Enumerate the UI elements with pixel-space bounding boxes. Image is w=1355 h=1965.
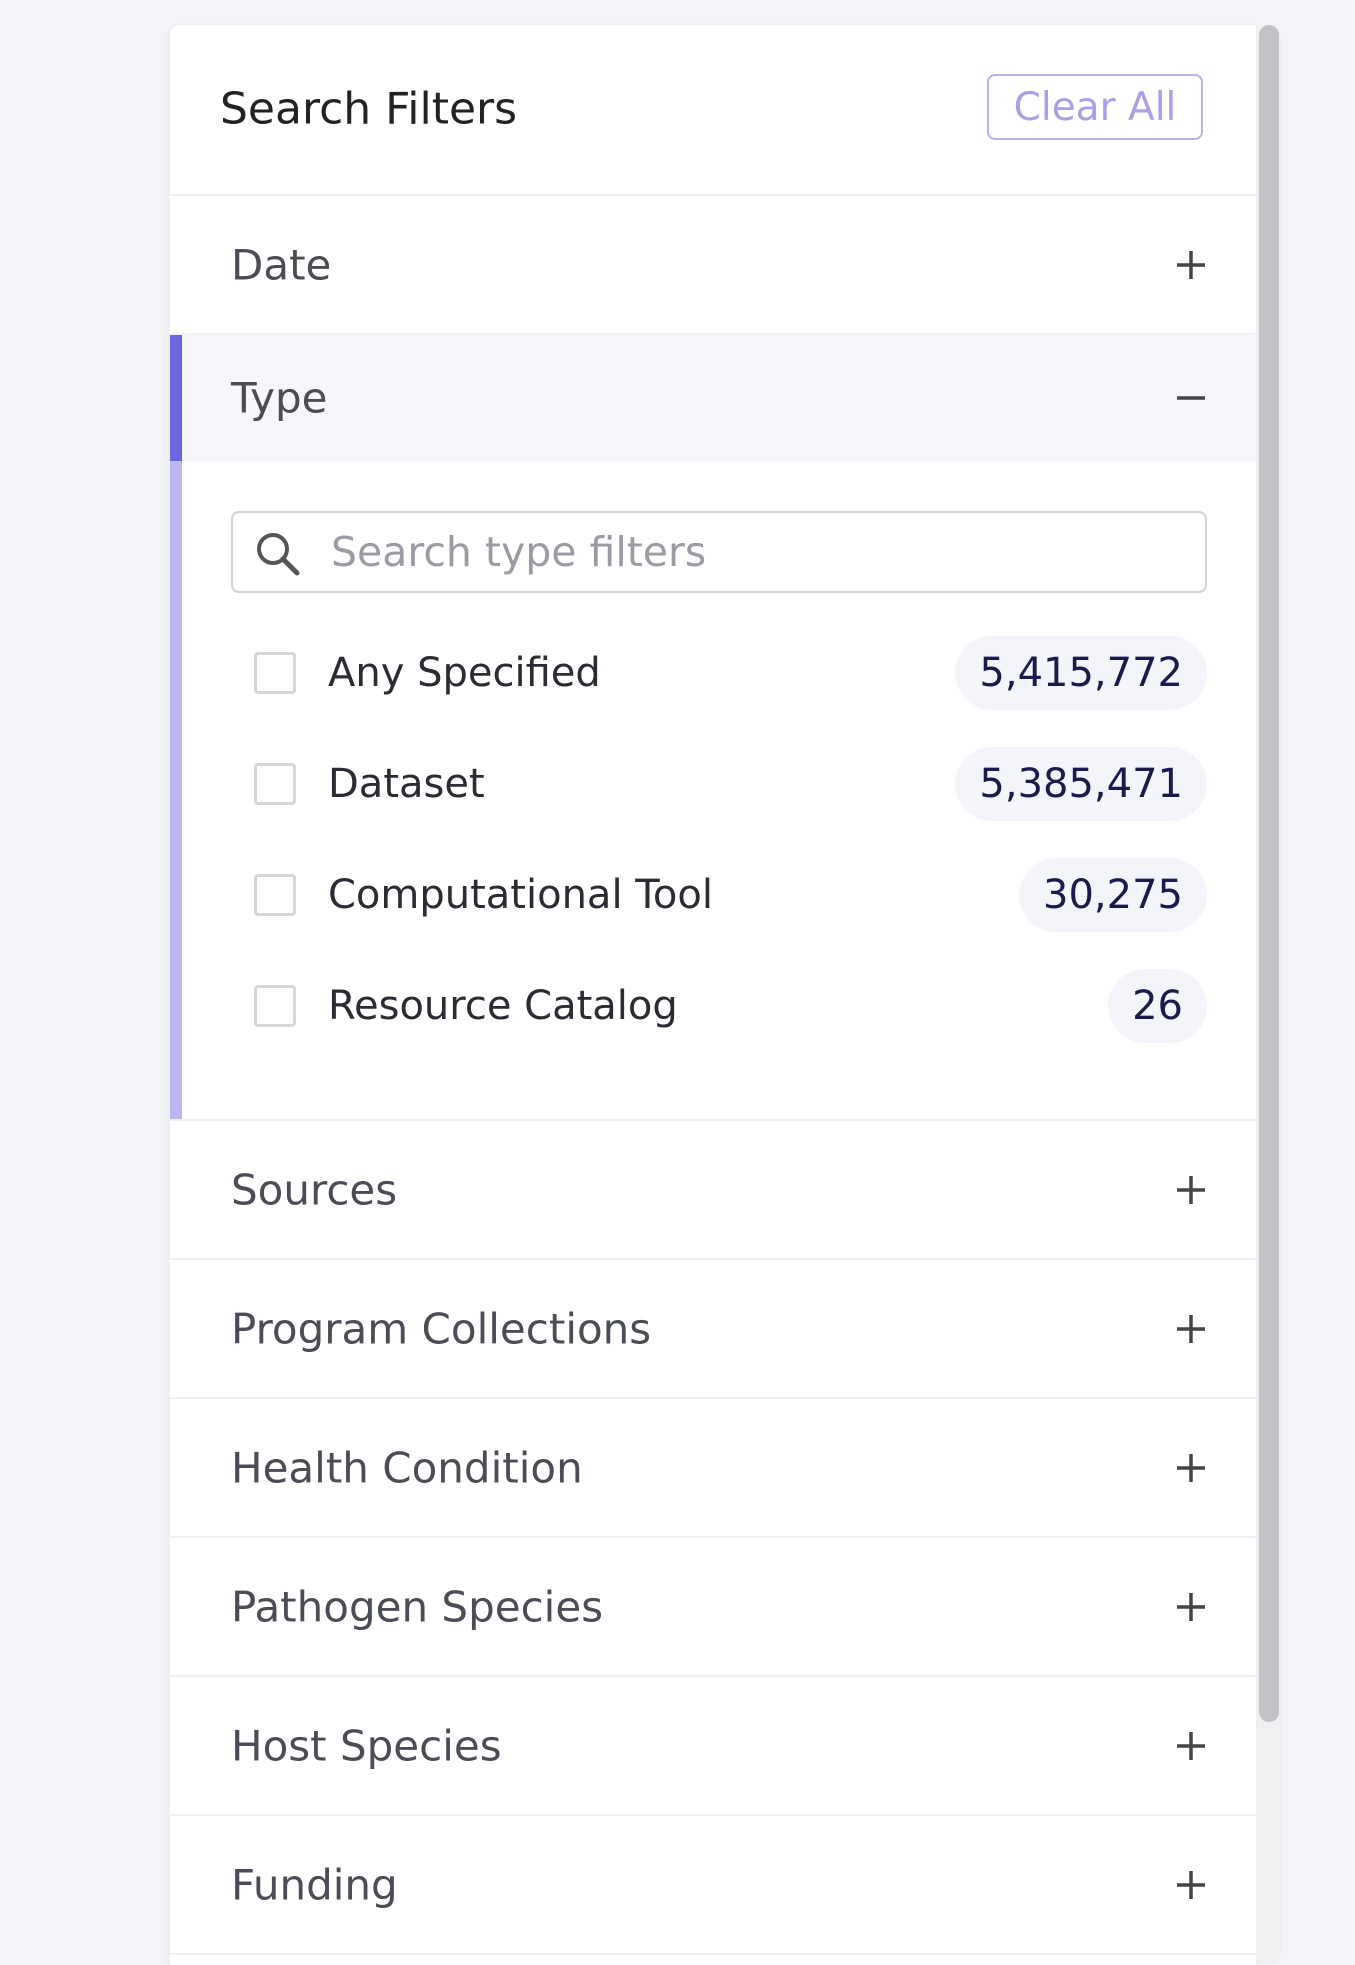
filter-option[interactable]: Any Specified 5,415,772 <box>254 636 1207 710</box>
expand-icon <box>1174 248 1208 282</box>
filter-section[interactable]: Pathogen Species <box>170 1538 1256 1677</box>
filter-section[interactable]: Type <box>170 335 1256 461</box>
section-label: Pathogen Species <box>231 1582 604 1631</box>
section-label: Health Condition <box>231 1443 583 1492</box>
expand-icon <box>1174 1590 1208 1624</box>
section-label: Type <box>231 373 328 423</box>
expand-icon <box>1174 1451 1208 1485</box>
search-placeholder: Search type filters <box>331 528 707 576</box>
option-count: 30,275 <box>1019 858 1207 932</box>
filter-section[interactable]: Program Collections <box>170 1260 1256 1399</box>
filter-option[interactable]: Computational Tool 30,275 <box>254 858 1207 932</box>
panel-title: Search Filters <box>220 83 518 135</box>
section-label: Sources <box>231 1165 398 1214</box>
option-count: 5,385,471 <box>955 747 1207 821</box>
option-label: Computational Tool <box>328 872 713 918</box>
filter-section[interactable]: Health Condition <box>170 1399 1256 1538</box>
filter-section[interactable]: Host Species <box>170 1677 1256 1816</box>
filter-option[interactable]: Dataset 5,385,471 <box>254 747 1207 821</box>
expand-icon <box>1174 1173 1208 1207</box>
expand-icon <box>1174 1868 1208 1902</box>
search-icon <box>257 533 300 576</box>
option-count: 5,415,772 <box>955 636 1207 710</box>
search-input[interactable]: Search type filters <box>231 511 1207 593</box>
checkbox[interactable] <box>254 985 296 1027</box>
checkbox[interactable] <box>254 874 296 916</box>
section-label: Program Collections <box>231 1304 652 1353</box>
filter-option[interactable]: Resource Catalog 26 <box>254 969 1207 1043</box>
clear-all-button[interactable]: Clear All <box>987 74 1203 140</box>
section-body: Search type filters Any Specified 5,415,77… <box>170 461 1256 1121</box>
option-count: 26 <box>1108 969 1207 1043</box>
collapse-icon <box>1174 381 1208 415</box>
filter-section[interactable]: Funding <box>170 1816 1256 1955</box>
section-label: Date <box>231 240 332 289</box>
section-label: Host Species <box>231 1721 502 1770</box>
expand-icon <box>1174 1729 1208 1763</box>
panel-header: Search Filters Clear All <box>170 25 1256 196</box>
checkbox[interactable] <box>254 763 296 805</box>
filter-panel: Search Filters Clear All Date Type Search … <box>170 25 1256 1965</box>
scrollbar-thumb[interactable] <box>1259 25 1279 1722</box>
filter-list: Date Type Search type filters Any Specified… <box>170 196 1256 1955</box>
option-label: Dataset <box>328 761 485 807</box>
option-label: Any Specified <box>328 650 601 696</box>
checkbox[interactable] <box>254 652 296 694</box>
filter-section[interactable]: Sources <box>170 1121 1256 1260</box>
section-label: Funding <box>231 1860 398 1909</box>
expand-icon <box>1174 1312 1208 1346</box>
filter-section[interactable]: Date <box>170 196 1256 335</box>
option-label: Resource Catalog <box>328 983 678 1029</box>
